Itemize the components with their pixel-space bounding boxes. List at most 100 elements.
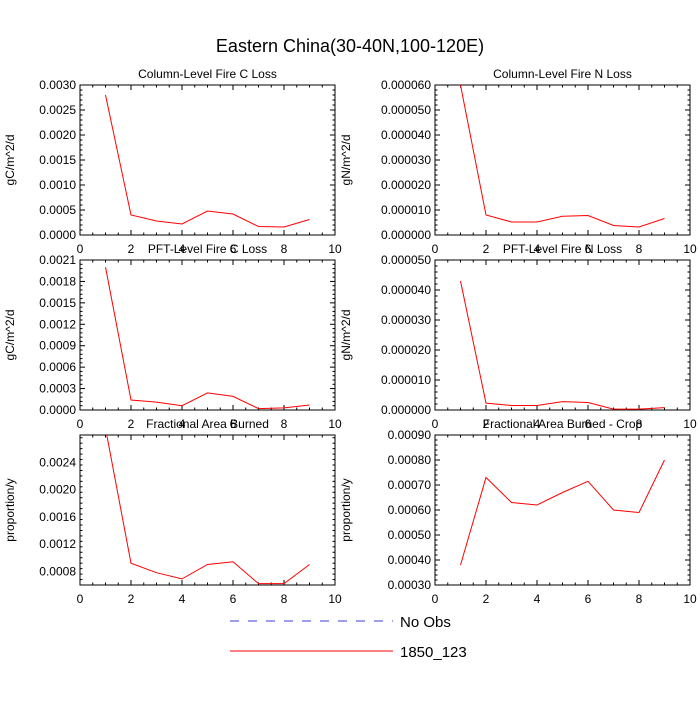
series-line-1850_123	[105, 267, 310, 410]
y-tick-label: 0.00030	[388, 578, 432, 592]
y-tick-label: 0.000040	[381, 128, 431, 142]
x-tick-label: 0	[77, 592, 84, 606]
y-tick-label: 0.000060	[381, 78, 431, 92]
x-tick-label: 10	[683, 242, 697, 256]
x-tick-label: 6	[585, 592, 592, 606]
y-tick-label: 0.000020	[381, 178, 431, 192]
chart-panel-4: 0 2 4 6 8 10 0.000000 0.000010 0.000020 0.000030 0…	[339, 242, 697, 431]
y-tick-label: 0.0025	[39, 103, 76, 117]
x-tick-label: 4	[534, 592, 541, 606]
panel-title: Column-Level Fire C Loss	[138, 67, 277, 81]
y-tick-label: 0.00040	[388, 553, 432, 567]
y-axis-label: gN/m^2/d	[339, 135, 353, 186]
x-tick-label: 8	[281, 592, 288, 606]
x-tick-label: 2	[128, 242, 135, 256]
x-tick-label: 6	[230, 592, 237, 606]
x-tick-label: 6	[585, 417, 592, 431]
x-tick-label: 8	[281, 242, 288, 256]
x-tick-label: 10	[328, 592, 342, 606]
y-tick-label: 0.0020	[39, 483, 76, 497]
legend-label-2: 1850_123	[400, 644, 467, 661]
y-tick-label: 0.0015	[39, 153, 76, 167]
panel-title: Fractional Area Burned	[146, 417, 269, 431]
y-tick-label: 0.0018	[39, 274, 76, 288]
x-tick-label: 6	[230, 417, 237, 431]
y-tick-label: 0.0024	[39, 455, 76, 469]
x-tick-label: 4	[179, 592, 186, 606]
series-line-1850_123	[105, 94, 310, 228]
figure-title: Eastern China(30-40N,100-120E)	[216, 36, 484, 56]
x-tick-label: 0	[77, 417, 84, 431]
chart-panel-5: 0 2 4 6 8 10 0.0008 0.0012 0.0016 0.0020 0.0024 Fra…	[3, 417, 342, 606]
y-tick-label: 0.0009	[39, 339, 76, 353]
y-tick-label: 0.00090	[388, 428, 432, 442]
y-tick-label: 0.0010	[39, 178, 76, 192]
y-tick-label: 0.000050	[381, 103, 431, 117]
y-tick-label: 0.0016	[39, 510, 76, 524]
x-tick-label: 2	[128, 592, 135, 606]
x-tick-label: 0	[432, 417, 439, 431]
x-tick-label: 8	[636, 242, 643, 256]
y-axis-label: gN/m^2/d	[339, 310, 353, 361]
y-axis-label: proportion/y	[339, 478, 353, 541]
y-tick-label: 0.0000	[39, 228, 76, 242]
panel-title: Column-Level Fire N Loss	[493, 67, 632, 81]
y-tick-label: 0.0000	[39, 403, 76, 417]
x-tick-label: 2	[483, 592, 490, 606]
x-tick-label: 4	[534, 242, 541, 256]
y-tick-label: 0.0008	[39, 564, 76, 578]
legend: No Obs 1850_123	[230, 614, 467, 661]
y-tick-label: 0.00060	[388, 503, 432, 517]
y-axis-label: gC/m^2/d	[3, 135, 17, 186]
x-tick-label: 0	[432, 592, 439, 606]
chart-panel-1: 0 2 4 6 8 10 0.0000 0.0005 0.0010 0.0015 0.0020 0.0…	[3, 67, 342, 256]
panels-group: 0 2 4 6 8 10 0.0000 0.0005 0.0010 0.0015 0.0020 0.0…	[3, 67, 697, 606]
y-tick-label: 0.0030	[39, 78, 76, 92]
x-tick-label: 10	[683, 592, 697, 606]
y-tick-label: 0.00080	[388, 453, 432, 467]
x-tick-label: 6	[585, 242, 592, 256]
y-tick-label: 0.00050	[388, 528, 432, 542]
x-tick-label: 2	[483, 242, 490, 256]
plot-frame	[434, 434, 691, 586]
panel-title: PFT-Level Fire N Loss	[503, 242, 622, 256]
y-tick-label: 0.000020	[381, 343, 431, 357]
y-tick-label: 0.000010	[381, 203, 431, 217]
plot-frame	[79, 434, 336, 586]
x-tick-label: 4	[179, 417, 186, 431]
y-tick-label: 0.0006	[39, 360, 76, 374]
y-tick-label: 0.000050	[381, 253, 431, 267]
series-line-1850_123	[106, 435, 310, 585]
y-tick-label: 0.0005	[39, 203, 76, 217]
y-tick-label: 0.0021	[39, 253, 76, 267]
y-tick-label: 0.0012	[39, 317, 76, 331]
y-tick-label: 0.000030	[381, 153, 431, 167]
x-tick-label: 8	[636, 592, 643, 606]
y-tick-label: 0.000000	[381, 228, 431, 242]
x-tick-label: 10	[683, 417, 697, 431]
y-tick-label: 0.000010	[381, 373, 431, 387]
y-tick-label: 0.0012	[39, 537, 76, 551]
x-tick-label: 10	[328, 242, 342, 256]
y-axis-label: gC/m^2/d	[3, 310, 17, 361]
x-tick-label: 4	[534, 417, 541, 431]
y-tick-label: 0.00070	[388, 478, 432, 492]
y-tick-label: 0.0003	[39, 382, 76, 396]
y-tick-label: 0.0015	[39, 296, 76, 310]
x-tick-label: 0	[77, 242, 84, 256]
series-line-1850_123	[460, 459, 665, 566]
plot-frame	[79, 84, 336, 236]
plot-frame	[434, 84, 691, 236]
plot-frame	[434, 259, 691, 411]
x-tick-label: 10	[328, 417, 342, 431]
x-tick-label: 0	[432, 242, 439, 256]
x-tick-label: 8	[281, 417, 288, 431]
x-tick-label: 8	[636, 417, 643, 431]
chart-panel-2: 0 2 4 6 8 10 0.000000 0.000010 0.000020 0.000030 0…	[339, 67, 697, 256]
y-tick-label: 0.000040	[381, 283, 431, 297]
chart-panel-3: 0 2 4 6 8 10 0.0000 0.0003 0.0006 0.0009 0.0012 0.0…	[3, 242, 342, 431]
x-tick-label: 4	[179, 242, 186, 256]
panel-title: PFT-Level Fire C Loss	[148, 242, 267, 256]
